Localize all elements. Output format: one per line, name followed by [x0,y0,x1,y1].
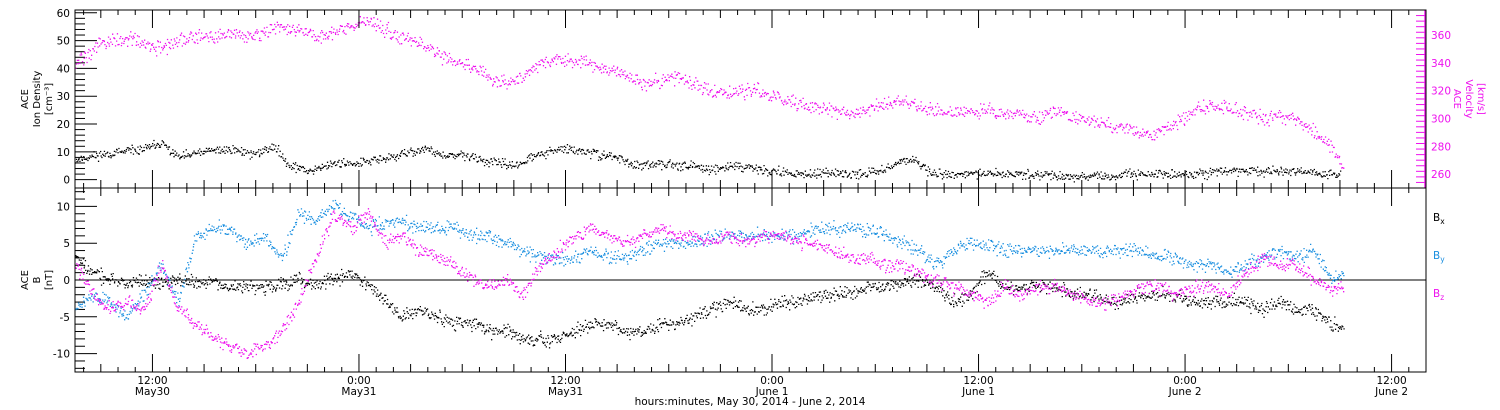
series-by-points [75,199,1345,321]
density-tick-label: 40 [57,63,70,75]
velocity-tick-label: 360 [1431,30,1451,42]
magnetic-panel: -10 -5 0 5 10 ACE B [nT] Bx By Bz [20,187,1445,373]
density-tick-label: 10 [57,147,70,159]
date-tick-label: June 1 [755,386,789,398]
density-axis-title: ACE Ion Density [cm⁻³] [20,71,55,128]
density-tick-label: 30 [57,91,70,103]
b-axis-title-line: B [32,276,43,283]
legend-by: By [1433,250,1445,264]
velocity-axis-title-line: [km/s] [1475,83,1486,115]
density-tick-label: 0 [63,175,70,187]
density-tick-label: 50 [57,36,70,48]
date-tick-label: May30 [135,386,170,398]
b-tick-label: -10 [53,349,70,361]
density-tick-label: 60 [57,8,70,20]
series-bx-points [75,254,1345,349]
velocity-axis-title-line: Velocity [1463,79,1474,118]
b-axis-title: ACE B [nT] [20,270,55,290]
date-tick-label: June 2 [1374,386,1408,398]
date-tick-label: June 1 [961,386,995,398]
time-tick-label: 0:00 [1173,375,1197,387]
series-bz-points [75,208,1345,359]
b-tick-label: -5 [60,312,70,324]
time-tick-label: 12:00 [137,375,167,387]
density-axis-title-line: Ion Density [32,71,43,128]
b-axis-title-line: [nT] [44,270,55,290]
velocity-tick-label: 320 [1431,86,1451,98]
date-tick-label: June 2 [1168,386,1202,398]
density-data-points [74,139,1342,183]
legend-bx: Bx [1433,212,1445,226]
magnetic-panel-frame [74,187,1427,373]
legend-bz: Bz [1433,288,1444,302]
velocity-tick-label: 340 [1431,58,1451,70]
b-tick-label: 10 [57,201,70,213]
velocity-data-points [75,16,1345,169]
date-tick-label: May31 [341,386,376,398]
density-tick-label: 20 [57,119,70,131]
time-tick-label: 12:00 [550,375,580,387]
velocity-tick-label: 260 [1431,169,1451,181]
time-tick-label: 0:00 [760,375,784,387]
velocity-tick-label: 300 [1431,113,1451,125]
time-tick-label: 12:00 [1376,375,1406,387]
density-axis-title-line: ACE [20,89,31,109]
plasma-panel-frame [74,9,1427,189]
time-tick-label: 12:00 [963,375,993,387]
date-tick-label: May31 [548,386,583,398]
velocity-tick-label: 280 [1431,141,1451,153]
b-axis-title-line: ACE [20,270,31,290]
time-tick-label: 0:00 [347,375,371,387]
velocity-axis-title-line: ACE [1451,89,1462,109]
x-axis-title: hours:minutes, May 30, 2014 - June 2, 20… [635,396,866,408]
density-axis-title-line: [cm⁻³] [44,83,55,115]
b-tick-label: 0 [63,275,70,287]
b-tick-label: 5 [63,238,70,250]
